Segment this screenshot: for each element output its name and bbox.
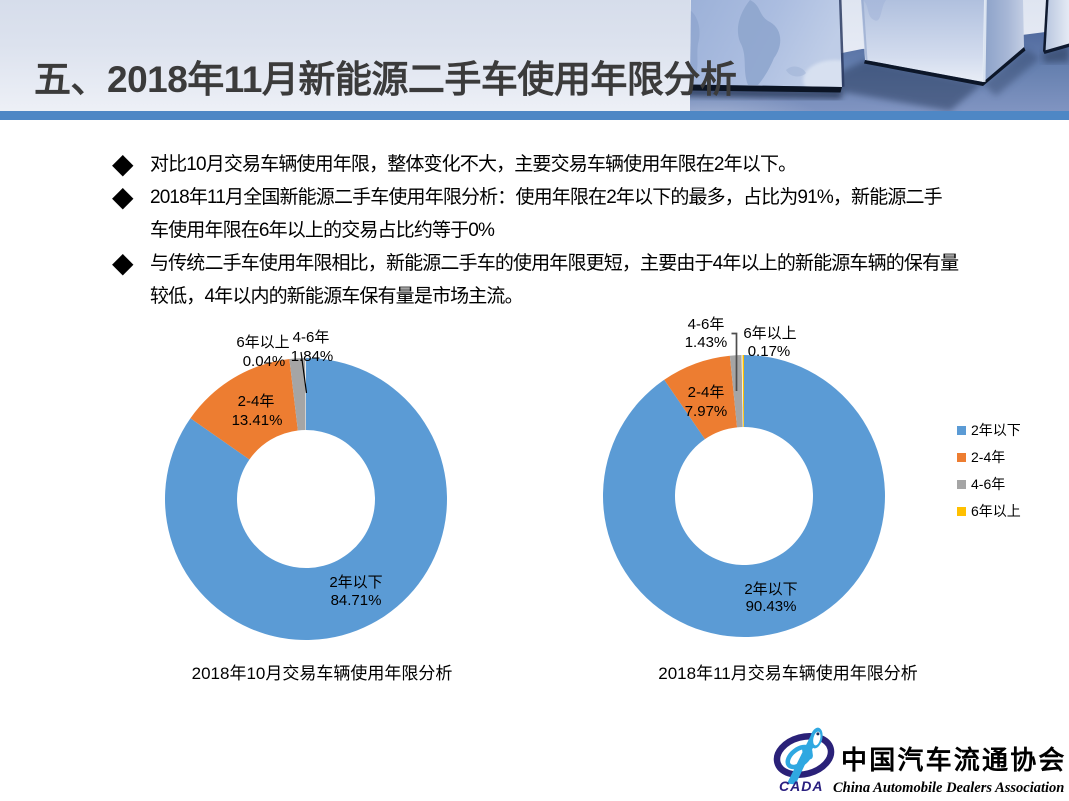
svg-text:13.41%: 13.41% (232, 412, 283, 429)
svg-text:CADA: CADA (779, 778, 823, 794)
svg-text:4-6年: 4-6年 (688, 316, 725, 333)
svg-text:1.84%: 1.84% (291, 348, 334, 365)
svg-text:中国汽车流通协会: 中国汽车流通协会 (841, 745, 1067, 775)
svg-text:0.04%: 0.04% (243, 353, 286, 370)
svg-text:2-4年: 2-4年 (238, 393, 275, 410)
svg-text:84.71%: 84.71% (331, 592, 382, 609)
svg-text:7.97%: 7.97% (685, 403, 728, 420)
svg-text:2018年11月交易车辆使用年限分析: 2018年11月交易车辆使用年限分析 (658, 663, 917, 683)
svg-text:2-4年: 2-4年 (971, 449, 1005, 465)
svg-text:90.43%: 90.43% (746, 598, 797, 615)
svg-text:4-6年: 4-6年 (293, 329, 330, 346)
svg-text:0.17%: 0.17% (748, 343, 791, 360)
svg-text:2018年10月交易车辆使用年限分析: 2018年10月交易车辆使用年限分析 (192, 663, 453, 683)
svg-text:6年以上: 6年以上 (236, 334, 289, 351)
svg-text:China Automobile Dealers Assoc: China Automobile Dealers Association (833, 780, 1064, 796)
svg-text:1.43%: 1.43% (685, 334, 728, 351)
svg-text:4-6年: 4-6年 (971, 476, 1005, 492)
svg-text:2年以下: 2年以下 (329, 574, 382, 591)
svg-text:2-4年: 2-4年 (688, 384, 725, 401)
svg-text:2年以下: 2年以下 (744, 581, 797, 598)
svg-text:2年以下: 2年以下 (971, 422, 1021, 438)
svg-text:6年以上: 6年以上 (971, 503, 1021, 519)
svg-text:6年以上: 6年以上 (743, 325, 796, 342)
